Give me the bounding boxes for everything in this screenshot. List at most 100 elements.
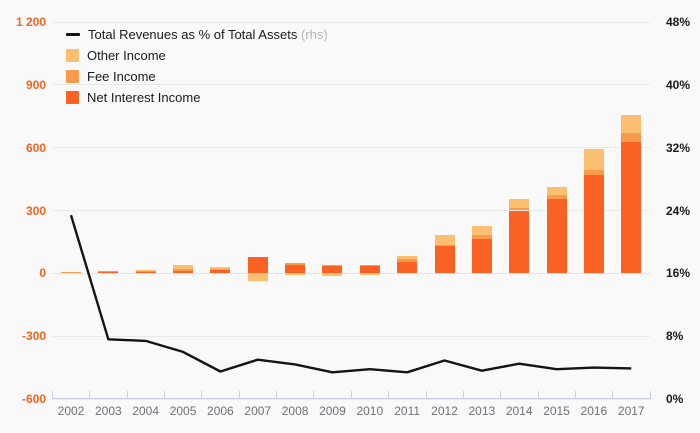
x-axis-tick [500,391,502,399]
gridline [52,210,650,211]
x-axis-tick [89,391,91,399]
bar-segment [359,273,380,276]
rhs-note: (rhs) [297,27,328,42]
left-axis-tick-label: -600 [21,392,46,406]
right-axis-tick-label: 0% [666,392,684,406]
x-axis-tick-label: 2010 [356,404,384,418]
gridline [52,147,650,149]
legend-label-net-interest-income: Net Interest Income [87,90,201,105]
legend-item-other-income: Other Income [66,45,328,66]
x-axis-tick-label: 2008 [281,404,309,418]
x-axis-tick-label: 2014 [505,404,533,418]
bar-segment [322,273,343,276]
bar-segment [583,148,604,170]
net-interest-income-swatch-icon [66,91,79,104]
right-axis-tick-label: 40% [666,77,691,92]
legend: Total Revenues as % of Total Assets (rhs… [66,24,328,108]
bar-segment [434,235,455,246]
gridline [52,84,650,86]
bar-segment [359,266,380,274]
bar-segment [471,234,492,239]
bar-segment [247,273,268,281]
x-axis-tick [164,391,166,399]
right-axis-tick-label: 32% [666,140,691,155]
bar-segment [285,264,306,274]
bar-segment [583,175,604,274]
x-axis-tick [350,391,352,399]
bar-segment [434,246,455,274]
left-axis-tick-label: 1 200 [15,15,46,29]
bar-segment [509,199,530,208]
x-axis-tick [313,391,315,399]
x-axis-tick-label: 2013 [468,404,496,418]
legend-label-fee-income: Fee Income [87,69,156,84]
x-axis-tick [425,391,427,399]
bar-segment [61,272,81,274]
bar-segment [509,210,530,274]
x-axis-tick [276,391,278,399]
bar-segment [135,270,156,272]
x-axis-tick-label: 2016 [580,404,608,418]
x-axis-tick-label: 2002 [57,404,85,418]
x-axis-tick [238,391,240,399]
bar-segment [210,269,231,274]
bar-segment [98,271,119,273]
bar-segment [434,245,455,247]
left-axis-tick-label: 0 [39,266,46,281]
legend-item-net-interest-income: Net Interest Income [66,87,328,108]
x-axis-tick-label: 2017 [617,404,645,418]
x-axis-tick-label: 2015 [543,404,570,418]
bar-segment [210,266,231,269]
legend-label-other-income: Other Income [87,48,166,63]
legend-item-fee-income: Fee Income [66,66,328,87]
bar-segment [621,132,642,142]
bar-segment [546,186,567,195]
bar-segment [359,264,380,266]
bar-segment [397,261,418,274]
x-axis-tick [201,391,203,399]
bar-segment [173,269,194,272]
x-axis-tick [388,391,390,399]
x-axis-tick [574,391,576,399]
x-axis-tick [126,391,128,399]
bar-segment [247,256,268,274]
bar-segment [546,194,567,199]
x-axis-tick [612,391,614,399]
x-axis-tick-label: 2007 [244,404,272,418]
bar-segment [173,265,194,270]
left-axis-tick-label: 600 [25,140,46,155]
bar-segment [173,271,194,274]
legend-label-total-revenues: Total Revenues as % of Total Assets (rhs… [88,27,328,42]
left-axis-tick-label: -300 [21,329,46,344]
x-axis-tick [537,391,539,399]
line-series-swatch-icon [66,33,80,36]
x-axis-tick-label: 2004 [132,404,160,418]
bar-segment [546,198,567,274]
gridline [52,335,650,337]
bar-segment [210,268,231,270]
bar-segment [322,266,343,274]
x-axis-tick-label: 2011 [394,404,421,418]
bar-segment [285,263,306,265]
bar-segment [397,256,418,260]
bar-segment [322,265,343,267]
x-axis-tick-label: 2012 [431,404,458,418]
right-axis-tick-label: 24% [666,203,691,218]
x-axis-tick-label: 2005 [169,404,197,418]
right-axis-tick-label: 48% [666,15,691,29]
other-income-swatch-icon [66,49,79,62]
x-axis-tick-label: 2006 [207,404,234,418]
bar-segment [471,226,492,235]
bar-segment [397,259,418,262]
x-axis-tick [462,391,464,399]
bar-segment [621,141,642,274]
bar-segment [583,169,604,176]
x-axis-tick [52,391,53,399]
legend-label-text: Total Revenues as % of Total Assets [88,27,298,42]
right-axis-tick-label: 8% [666,329,684,344]
left-axis-tick-label: 900 [25,77,46,92]
gridline [52,398,650,400]
left-axis-tick-label: 300 [25,203,46,218]
x-axis-tick [649,391,651,399]
